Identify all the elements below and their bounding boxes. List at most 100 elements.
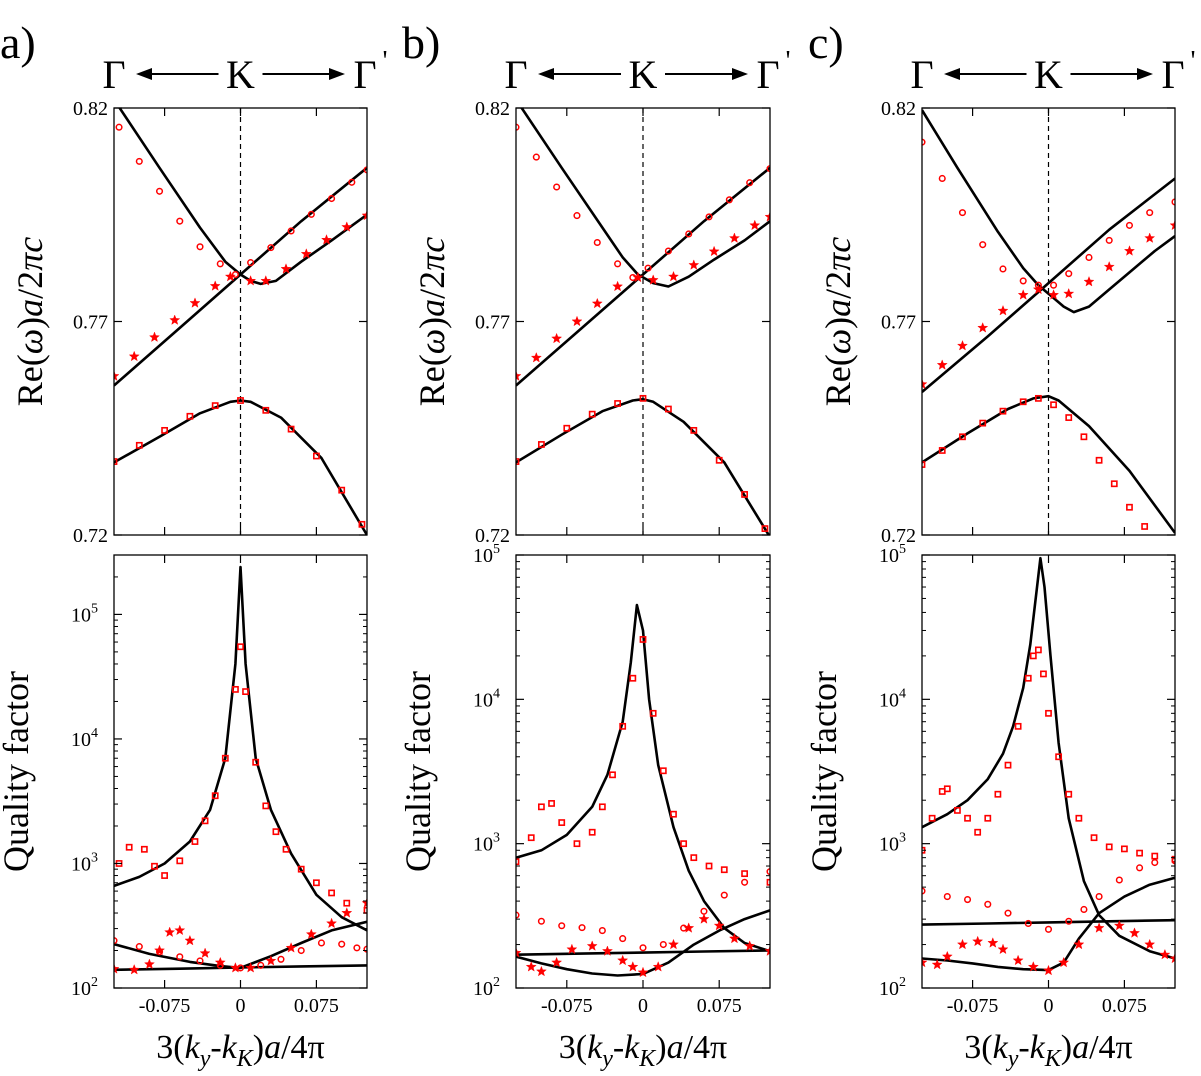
- gamma-prime-label: Γ: [353, 52, 376, 97]
- square-data-point: [741, 491, 748, 498]
- star-data-point: [601, 945, 613, 956]
- model-band-line: [520, 108, 770, 288]
- y-tick-label: 103: [71, 850, 98, 875]
- star-data-point: [637, 966, 649, 978]
- y-tick-label: 105: [71, 601, 98, 626]
- label-part-minus: -: [613, 1029, 624, 1066]
- square-data-point: [1055, 753, 1063, 761]
- gamma-prime-label: Γ: [756, 52, 779, 97]
- y-axis-label-quality: Quality factor: [0, 671, 36, 872]
- tick-base: 10: [879, 689, 899, 711]
- circle-data-point: [578, 924, 586, 932]
- star-data-point: [936, 359, 948, 370]
- circle-data-point: [1024, 919, 1032, 928]
- tick-exponent: 4: [493, 686, 500, 701]
- circle-data-point: [196, 243, 204, 251]
- square-data-point: [201, 817, 209, 825]
- star-data-point: [184, 934, 196, 946]
- star-data-point: [972, 935, 984, 947]
- square-data-point: [1136, 849, 1143, 857]
- x-tick-label: -0.075: [541, 995, 593, 1017]
- circle-data-point: [766, 165, 770, 173]
- model-band-line: [516, 949, 770, 956]
- star-data-point: [688, 259, 700, 270]
- circle-data-point: [639, 944, 647, 952]
- tick-exponent: 2: [899, 975, 906, 990]
- y-tick-label: 103: [879, 831, 906, 856]
- circle-data-point: [257, 961, 265, 969]
- gamma-left-label: Γ: [504, 52, 527, 97]
- label-part: Re(: [10, 354, 50, 406]
- model-band-line: [922, 109, 1175, 314]
- star-data-point: [1073, 938, 1085, 950]
- star-data-point: [199, 947, 211, 958]
- star-data-point: [591, 297, 603, 309]
- square-data-point: [262, 802, 270, 810]
- star-data-point: [1103, 261, 1115, 272]
- circle-data-point: [247, 259, 255, 267]
- label-part: ): [253, 1029, 264, 1066]
- star-data-point: [1169, 952, 1175, 964]
- label-part: /2: [10, 271, 50, 299]
- square-data-point: [297, 865, 305, 873]
- square-data-point: [639, 636, 647, 643]
- circle-data-point: [1044, 925, 1053, 933]
- tick-exponent: 4: [899, 686, 906, 701]
- model-band-line: [516, 166, 770, 387]
- square-data-point: [140, 845, 148, 853]
- circle-data-point: [598, 927, 606, 935]
- star-data-point: [516, 947, 522, 958]
- circle-data-point: [685, 230, 693, 238]
- y-axis-label-quality: Quality factor: [804, 671, 844, 872]
- square-data-point: [211, 792, 219, 800]
- square-data-point: [609, 771, 616, 779]
- model-band-line: [922, 177, 1175, 393]
- circle-data-point: [963, 896, 972, 904]
- tick-base: 10: [879, 834, 899, 856]
- circle-data-point: [532, 153, 540, 161]
- circle-data-point: [1146, 209, 1154, 217]
- circle-data-point: [231, 270, 239, 279]
- circle-data-point: [348, 178, 356, 186]
- tick-base: 10: [473, 978, 493, 1000]
- star-data-point: [209, 280, 221, 291]
- square-data-point: [282, 845, 290, 853]
- star-data-point: [749, 219, 761, 231]
- star-data-point: [667, 938, 679, 950]
- square-data-point: [664, 405, 672, 413]
- x-axis-label: 3(ky-kK)a/4π: [559, 1029, 727, 1072]
- panel-label: b): [402, 17, 440, 68]
- label-subscript-K: K: [236, 1046, 255, 1072]
- square-data-point: [979, 419, 987, 427]
- label-part-minus: -: [1018, 1029, 1029, 1066]
- circle-data-point: [1136, 864, 1144, 872]
- tick-exponent: 4: [91, 726, 98, 741]
- star-data-point: [341, 221, 353, 232]
- model-band-line: [114, 399, 367, 535]
- square-data-point: [588, 828, 596, 836]
- model-band-line: [922, 918, 1175, 926]
- tick-exponent: 3: [91, 850, 98, 865]
- x-tick-label: 0.075: [1102, 995, 1147, 1017]
- star-data-point: [931, 958, 943, 970]
- square-data-point: [237, 397, 244, 404]
- square-data-point: [1019, 398, 1027, 406]
- model-band-line: [516, 603, 770, 953]
- circle-data-point: [176, 953, 184, 961]
- circle-data-point: [659, 941, 667, 949]
- square-data-point: [984, 814, 992, 822]
- star-data-point: [189, 297, 201, 308]
- square-data-point: [191, 838, 199, 845]
- label-part-pi: π: [10, 252, 50, 271]
- square-data-point: [548, 800, 555, 807]
- label-part-c: c: [412, 237, 452, 253]
- star-data-point: [341, 907, 353, 918]
- circle-data-point: [353, 944, 361, 952]
- star-data-point: [128, 350, 140, 362]
- model-band-line: [922, 876, 1175, 972]
- square-data-point: [176, 857, 184, 865]
- y-axis-label-frequency: Re(ω)a/2πc: [10, 237, 50, 406]
- square-data-point: [943, 785, 951, 793]
- square-data-point: [1110, 480, 1118, 488]
